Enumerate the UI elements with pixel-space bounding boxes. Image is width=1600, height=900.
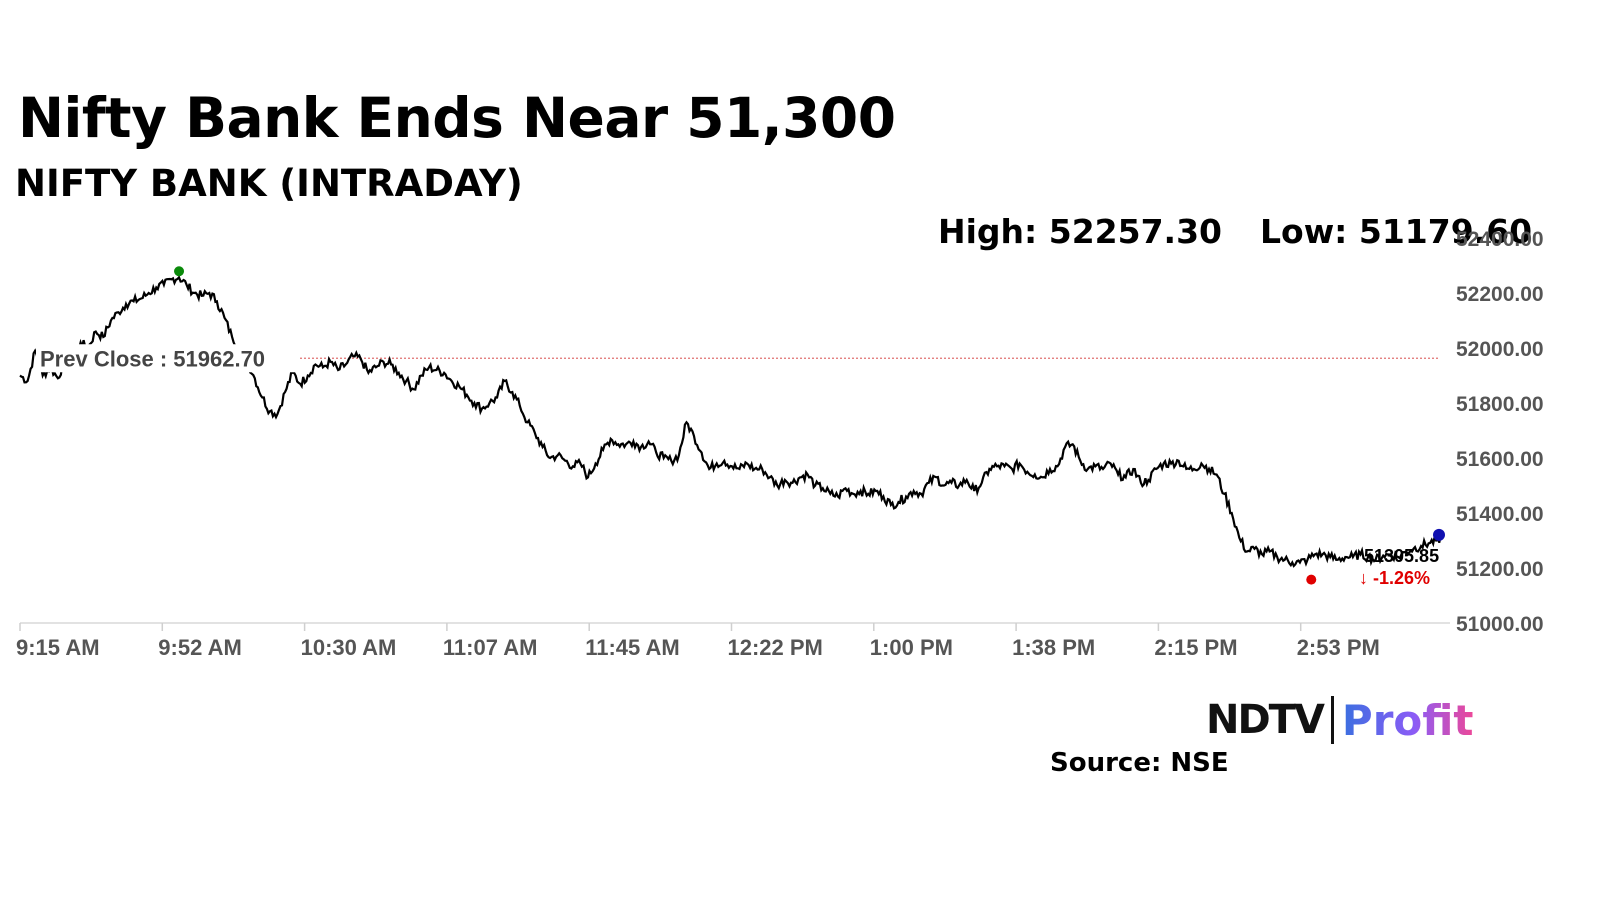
- y-tick-label: 52200.00: [1456, 283, 1544, 306]
- x-tick-label: 12:22 PM: [728, 635, 823, 660]
- change-label: -1.26%: [1373, 568, 1430, 588]
- y-tick-label: 52400.00: [1456, 228, 1544, 251]
- logo-profit-text: Profit: [1341, 695, 1474, 745]
- last-marker: [1433, 528, 1445, 541]
- x-tick-label: 2:15 PM: [1154, 635, 1237, 660]
- high-marker: [174, 266, 185, 277]
- change-arrow-icon: ↓: [1359, 568, 1368, 588]
- x-axis: 9:15 AM 9:52 AM 10:30 AM 11:07 AM 11:45 AM 12…: [16, 623, 1380, 660]
- low-marker: [1306, 574, 1317, 585]
- y-tick-label: 51800.00: [1456, 393, 1544, 416]
- logo-ndtv-text: NDTV: [1206, 697, 1325, 743]
- logo-divider: [1330, 696, 1334, 744]
- y-tick-label: 51200.00: [1456, 558, 1544, 581]
- x-tick-label: 1:38 PM: [1012, 635, 1095, 660]
- x-tick-label: 11:45 AM: [585, 635, 680, 660]
- chart-subtitle: NIFTY BANK (INTRADAY): [15, 162, 523, 205]
- x-tick-label: 11:07 AM: [443, 635, 538, 660]
- x-tick-label: 9:52 AM: [158, 635, 242, 660]
- chart-title: Nifty Bank Ends Near 51,300: [18, 86, 896, 150]
- y-tick-label: 51000.00: [1456, 613, 1544, 636]
- x-tick-label: 1:00 PM: [870, 635, 953, 660]
- x-tick-label: 2:53 PM: [1297, 635, 1380, 660]
- y-axis: 51000.00 51200.00 51400.00 51600.00 51800.00…: [20, 228, 1544, 636]
- y-tick-label: 51400.00: [1456, 503, 1544, 526]
- last-value-label: 51305.85: [1364, 546, 1439, 566]
- x-tick-label: 9:15 AM: [16, 635, 100, 660]
- prev-close-label: Prev Close : 51962.70: [40, 346, 265, 371]
- x-tick-label: 10:30 AM: [301, 635, 397, 660]
- series-line: [19, 275, 1442, 568]
- high-stat: High: 52257.30: [938, 212, 1222, 251]
- source-note: Source: NSE: [1050, 748, 1229, 778]
- ndtv-profit-logo: NDTV Profit: [1206, 694, 1473, 746]
- prev-close-label-bg: [36, 344, 298, 373]
- low-stat: Low: 51179.60: [1260, 212, 1533, 251]
- y-tick-label: 51600.00: [1456, 448, 1544, 471]
- y-tick-label: 52000.00: [1456, 338, 1544, 361]
